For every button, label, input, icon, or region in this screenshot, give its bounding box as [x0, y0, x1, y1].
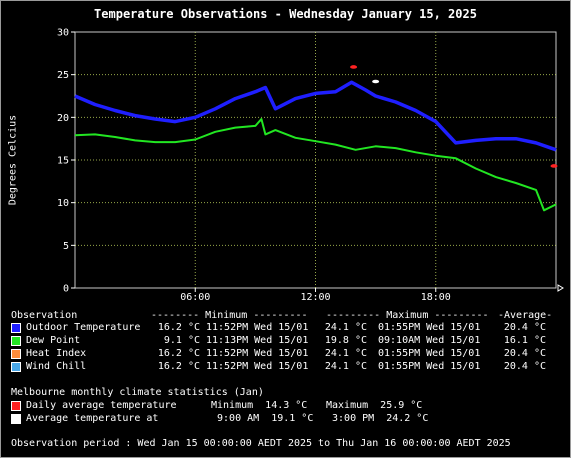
climate-col2: Maximum 25.9 °C — [326, 400, 423, 411]
series-lines — [74, 80, 557, 212]
y-ticks: 0 5 10 15 20 25 30 — [57, 28, 75, 295]
x-tick-label: 18:00 — [421, 292, 451, 300]
x-axis-arrow — [557, 284, 564, 292]
row-max-value: 24.1 °C — [324, 322, 367, 333]
legend-swatch — [11, 362, 21, 372]
climate-swatch — [11, 401, 21, 411]
table-header-maximum: --------- Maximum --------- — [326, 310, 489, 321]
markers — [350, 65, 558, 168]
row-min-time: 11:13PM Wed 15/01 — [206, 335, 309, 346]
row-max-value: 24.1 °C — [324, 361, 367, 372]
row-max-value: 24.1 °C — [324, 348, 367, 359]
plot-area: 0 5 10 15 20 25 30 06:00 12:00 18:00 — [57, 28, 564, 300]
row-max-time: 01:55PM Wed 15/01 — [378, 361, 481, 372]
climate-heading: Melbourne monthly climate statistics (Ja… — [11, 387, 264, 398]
row-max-time: 09:10AM Wed 15/01 — [378, 335, 481, 346]
row-min-time: 11:52PM Wed 15/01 — [206, 361, 309, 372]
legend-swatch — [11, 336, 21, 346]
y-tick-label: 15 — [57, 156, 69, 167]
row-min-value: 16.2 °C — [157, 322, 200, 333]
table-header-average: -Average- — [498, 310, 553, 321]
series-line-outdoor-temperature — [74, 80, 557, 152]
y-tick-label: 0 — [63, 284, 69, 295]
climate-col1: 9:00 AM 19.1 °C — [211, 413, 314, 424]
y-tick-label: 5 — [63, 241, 69, 252]
table-header-observation: Observation — [11, 310, 78, 321]
row-min-value: 16.2 °C — [157, 348, 200, 359]
row-max-time: 01:55PM Wed 15/01 — [378, 348, 481, 359]
row-min-time: 11:52PM Wed 15/01 — [206, 322, 309, 333]
row-min-value: 16.2 °C — [157, 361, 200, 372]
x-tick-label: 12:00 — [300, 292, 330, 300]
y-tick-label: 20 — [57, 113, 69, 124]
series-line-dew-point — [74, 118, 557, 212]
row-average: 20.4 °C — [503, 322, 546, 333]
row-label: Dew Point — [26, 335, 81, 346]
marker-average-maximum-at — [372, 79, 380, 84]
y-tick-label: 30 — [57, 28, 69, 39]
row-label: Outdoor Temperature — [26, 322, 141, 333]
climate-label: Daily average temperature — [26, 400, 177, 411]
row-min-time: 11:52PM Wed 15/01 — [206, 348, 309, 359]
marker-daily-average-minimum — [550, 164, 558, 168]
observation-period: Observation period : Wed Jan 15 00:00:00… — [11, 438, 511, 449]
table-header-minimum: -------- Minimum --------- — [151, 310, 308, 321]
x-ticks: 06:00 12:00 18:00 — [180, 284, 564, 300]
climate-swatch — [11, 414, 21, 424]
legend-swatch — [11, 323, 21, 333]
y-tick-label: 10 — [57, 198, 69, 209]
marker-daily-average-maximum — [350, 65, 358, 69]
row-min-value: 9.1 °C — [163, 335, 200, 346]
row-label: Heat Index — [26, 348, 87, 359]
legend-swatch — [11, 349, 21, 359]
row-average: 16.1 °C — [503, 335, 546, 346]
climate-col1: Minimum 14.3 °C — [211, 400, 308, 411]
row-average: 20.4 °C — [503, 348, 546, 359]
row-max-time: 01:55PM Wed 15/01 — [378, 322, 481, 333]
climate-col2: 3:00 PM 24.2 °C — [326, 413, 429, 424]
row-label: Wind Chill — [26, 361, 87, 372]
row-max-value: 19.8 °C — [324, 335, 367, 346]
climate-label: Average temperature at — [26, 413, 159, 424]
y-tick-label: 25 — [57, 70, 69, 81]
chart-title: Temperature Observations - Wednesday Jan… — [94, 7, 477, 21]
gridlines — [74, 31, 557, 289]
row-average: 20.4 °C — [503, 361, 546, 372]
x-tick-label: 06:00 — [180, 292, 210, 300]
